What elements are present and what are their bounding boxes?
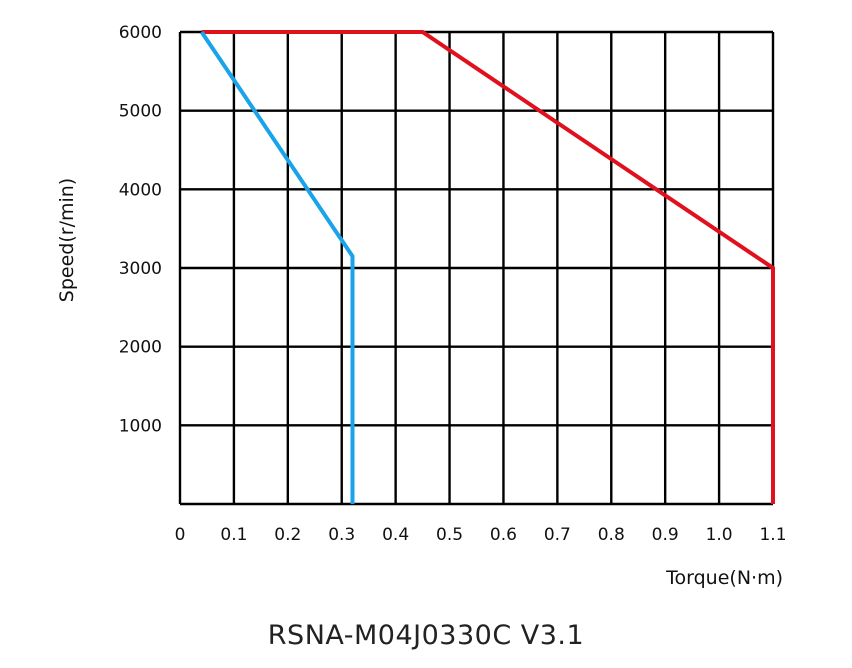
x-tick-label: 1.1 — [759, 525, 786, 545]
y-axis-label: Speed(r/min) — [56, 178, 78, 302]
x-tick-label: 0.1 — [220, 525, 247, 545]
x-tick-label: 0 — [175, 525, 186, 545]
x-axis-ticks: 0 0.1 0.2 0.3 0.4 0.5 0.6 0.7 0.8 0.9 1.0 1.1 — [175, 525, 787, 545]
y-tick-label: 2000 — [119, 338, 162, 358]
chart-grid — [178, 30, 775, 506]
y-axis-ticks: 1000 2000 3000 4000 5000 6000 — [119, 23, 162, 436]
x-axis-label: Torque(N·m) — [665, 567, 783, 589]
x-tick-label: 0.4 — [382, 525, 409, 545]
y-tick-label: 6000 — [119, 23, 162, 43]
model-caption: RSNA-M04J0330C V3.1 — [267, 620, 585, 651]
series-line-1 — [201, 30, 775, 504]
x-tick-label: 0.7 — [544, 525, 571, 545]
x-tick-label: 0.2 — [274, 525, 301, 545]
y-tick-label: 1000 — [119, 416, 162, 436]
y-tick-label: 4000 — [119, 180, 162, 200]
x-tick-label: 1.0 — [706, 525, 733, 545]
x-tick-label: 0.8 — [598, 525, 625, 545]
y-tick-label: 5000 — [119, 102, 162, 122]
torque-speed-chart: 0 0.1 0.2 0.3 0.4 0.5 0.6 0.7 0.8 0.9 1.0 1.1 1000 2… — [56, 23, 787, 589]
x-tick-label: 0.9 — [652, 525, 679, 545]
x-tick-label: 0.3 — [328, 525, 355, 545]
x-tick-label: 0.5 — [436, 525, 463, 545]
chart-series — [199, 30, 775, 504]
y-tick-label: 3000 — [119, 259, 162, 279]
series-line-2 — [199, 30, 355, 504]
x-tick-label: 0.6 — [490, 525, 517, 545]
